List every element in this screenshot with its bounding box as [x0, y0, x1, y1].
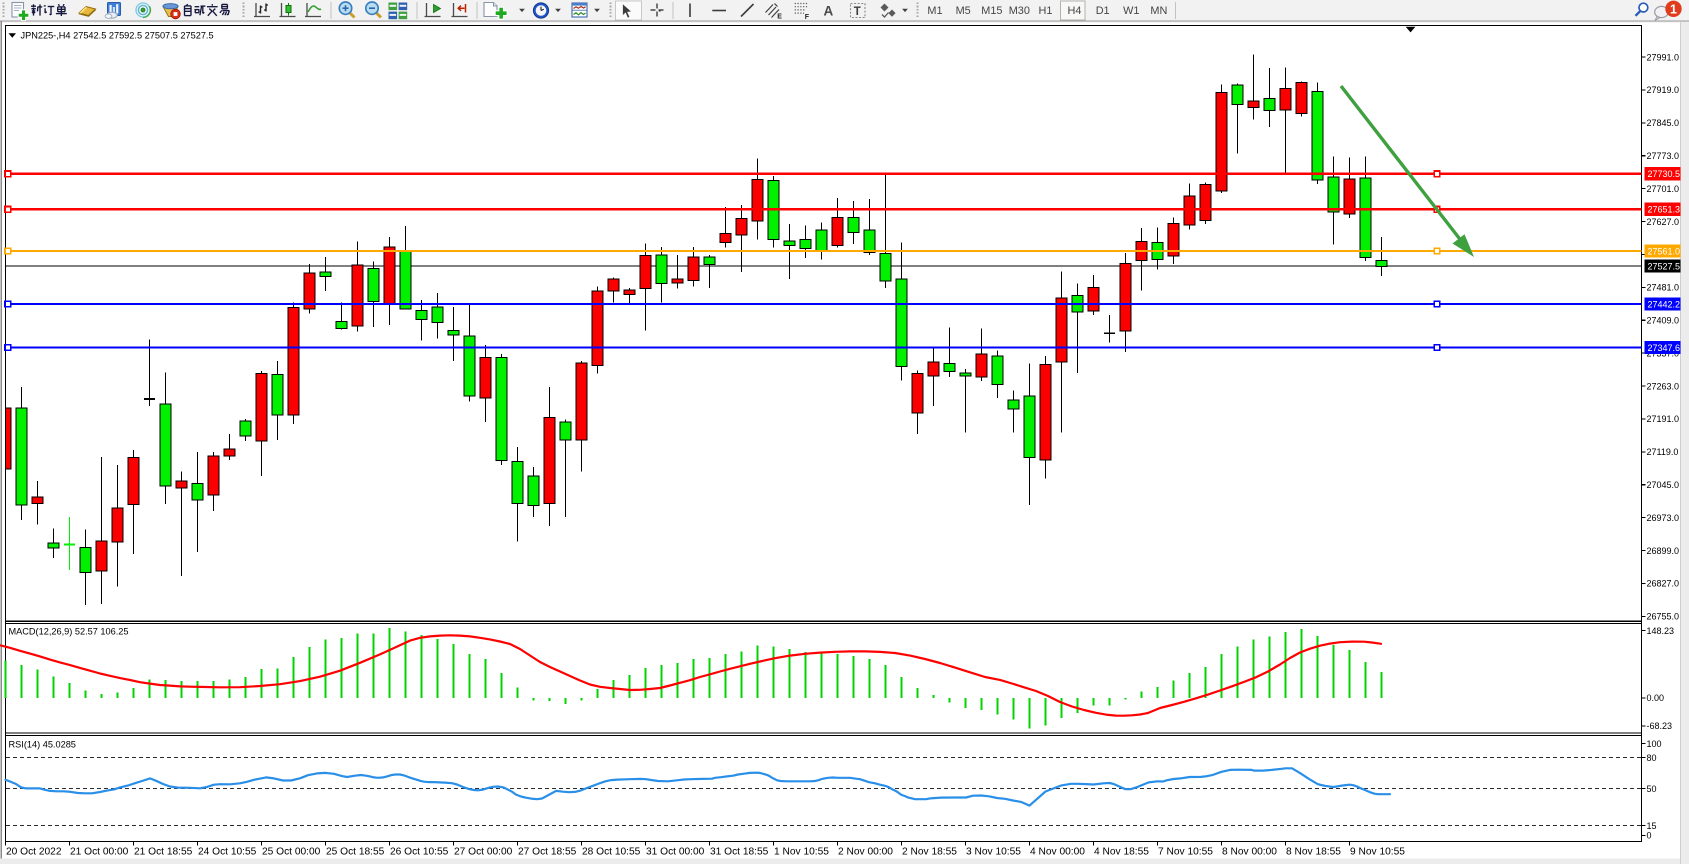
svg-text:8 Nov 00:00: 8 Nov 00:00 [1222, 847, 1277, 858]
svg-text:50: 50 [1647, 784, 1657, 794]
svg-text:31 Oct 00:00: 31 Oct 00:00 [646, 847, 705, 858]
svg-text:28 Oct 10:55: 28 Oct 10:55 [582, 847, 641, 858]
svg-text:W1: W1 [1123, 5, 1139, 17]
svg-text:21 Oct 18:55: 21 Oct 18:55 [134, 847, 193, 858]
svg-text:25 Oct 18:55: 25 Oct 18:55 [326, 847, 385, 858]
svg-text:26755.0: 26755.0 [1647, 612, 1680, 622]
svg-text:27730.5: 27730.5 [1648, 169, 1681, 179]
svg-text:27773.0: 27773.0 [1647, 151, 1680, 161]
svg-text:2 Nov 00:00: 2 Nov 00:00 [838, 847, 893, 858]
svg-text:MACD(12,26,9) 52.57 106.25: MACD(12,26,9) 52.57 106.25 [9, 627, 129, 637]
svg-text:1: 1 [1670, 2, 1677, 16]
svg-text:0.00: 0.00 [1647, 693, 1665, 703]
svg-text:4 Nov 18:55: 4 Nov 18:55 [1094, 847, 1149, 858]
svg-text:15: 15 [1647, 821, 1657, 831]
svg-text:27409.0: 27409.0 [1647, 316, 1680, 326]
svg-text:M1: M1 [927, 5, 942, 17]
svg-text:9 Nov 10:55: 9 Nov 10:55 [1350, 847, 1405, 858]
svg-text:27045.0: 27045.0 [1647, 480, 1680, 490]
svg-text:F: F [805, 14, 810, 21]
svg-text:27 Oct 00:00: 27 Oct 00:00 [454, 847, 513, 858]
svg-text:20 Oct 2022: 20 Oct 2022 [6, 847, 62, 858]
svg-text:JPN225-,H4 27542.5 27592.5 27: JPN225-,H4 27542.5 27592.5 27507.5 27527… [21, 31, 214, 41]
svg-text:A: A [824, 4, 834, 19]
svg-text:H1: H1 [1039, 5, 1053, 17]
svg-text:27347.6: 27347.6 [1648, 343, 1681, 353]
svg-text:25 Oct 00:00: 25 Oct 00:00 [262, 847, 321, 858]
svg-text:1 Nov 10:55: 1 Nov 10:55 [774, 847, 829, 858]
svg-text:M30: M30 [1009, 5, 1030, 17]
svg-text:27561.0: 27561.0 [1648, 246, 1681, 256]
svg-text:27263.0: 27263.0 [1647, 381, 1680, 391]
svg-text:27919.0: 27919.0 [1647, 85, 1680, 95]
svg-text:26 Oct 10:55: 26 Oct 10:55 [390, 847, 449, 858]
svg-text:27991.0: 27991.0 [1647, 52, 1680, 62]
svg-text:27191.0: 27191.0 [1647, 414, 1680, 424]
svg-text:E: E [777, 14, 782, 21]
svg-text:31 Oct 18:55: 31 Oct 18:55 [710, 847, 769, 858]
svg-text:27845.0: 27845.0 [1647, 118, 1680, 128]
svg-text:-68.23: -68.23 [1647, 721, 1673, 731]
svg-text:27627.0: 27627.0 [1647, 217, 1680, 227]
svg-text:148.23: 148.23 [1647, 626, 1675, 636]
svg-text:26827.0: 26827.0 [1647, 579, 1680, 589]
svg-text:MN: MN [1150, 5, 1167, 17]
svg-text:24 Oct 10:55: 24 Oct 10:55 [198, 847, 257, 858]
svg-text:27481.0: 27481.0 [1647, 283, 1680, 293]
svg-text:27701.0: 27701.0 [1647, 184, 1680, 194]
svg-text:26973.0: 26973.0 [1647, 513, 1680, 523]
svg-text:27527.5: 27527.5 [1648, 261, 1681, 271]
svg-text:T: T [854, 6, 861, 18]
svg-text:27651.3: 27651.3 [1648, 205, 1681, 215]
svg-text:26899.0: 26899.0 [1647, 546, 1680, 556]
svg-text:8 Nov 18:55: 8 Nov 18:55 [1286, 847, 1341, 858]
svg-text:27 Oct 18:55: 27 Oct 18:55 [518, 847, 577, 858]
svg-text:100: 100 [1647, 739, 1662, 749]
svg-text:3 Nov 10:55: 3 Nov 10:55 [966, 847, 1021, 858]
svg-text:80: 80 [1647, 753, 1657, 763]
svg-text:27119.0: 27119.0 [1647, 447, 1679, 457]
svg-text:M15: M15 [981, 5, 1002, 17]
svg-text:D1: D1 [1096, 5, 1110, 17]
svg-text:4 Nov 00:00: 4 Nov 00:00 [1030, 847, 1085, 858]
svg-text:7 Nov 10:55: 7 Nov 10:55 [1158, 847, 1213, 858]
svg-text:H4: H4 [1068, 5, 1082, 17]
svg-text:0: 0 [1647, 831, 1652, 841]
svg-text:21 Oct 00:00: 21 Oct 00:00 [70, 847, 129, 858]
svg-text:27442.2: 27442.2 [1648, 299, 1681, 309]
svg-text:2 Nov 18:55: 2 Nov 18:55 [902, 847, 957, 858]
svg-text:RSI(14) 45.0285: RSI(14) 45.0285 [9, 740, 76, 750]
svg-text:M5: M5 [956, 5, 971, 17]
